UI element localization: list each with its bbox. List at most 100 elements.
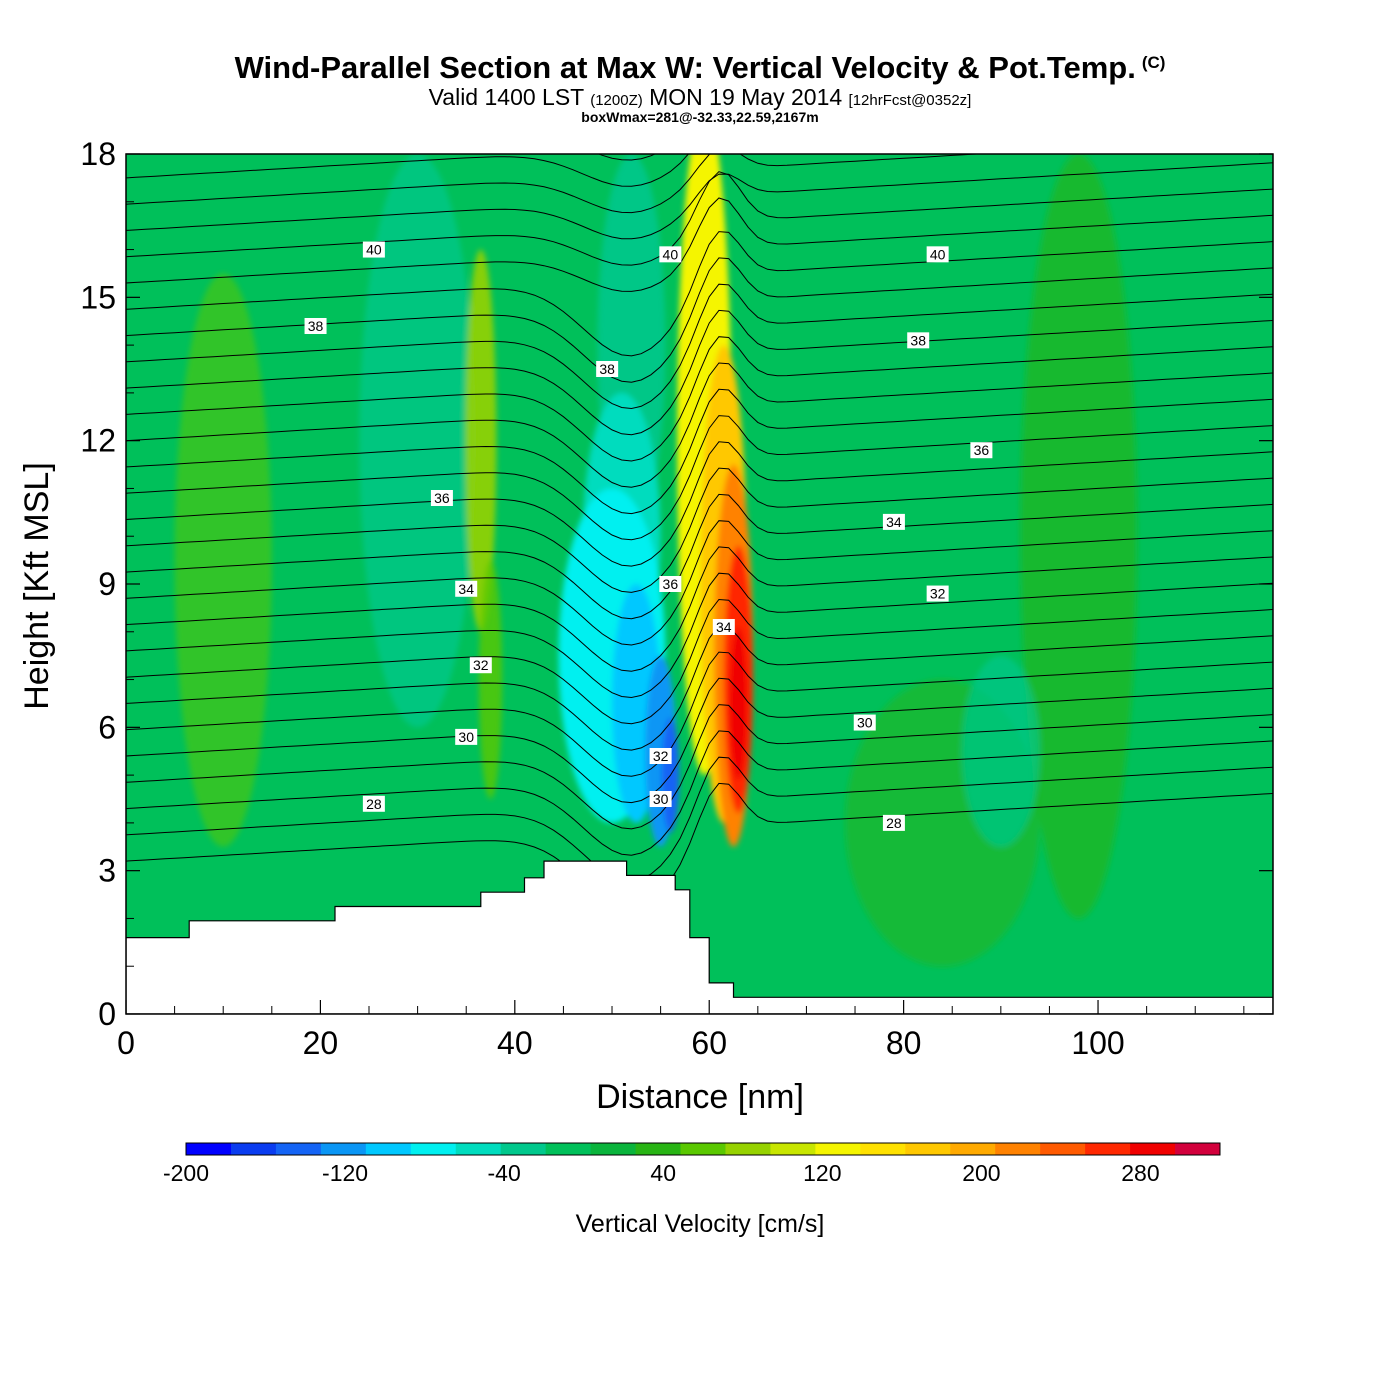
colorbar: -200 -120 -40 40 120 200 280 — [163, 1142, 1221, 1186]
contour-label-13: 32 — [649, 748, 672, 764]
colorbar-swatch — [545, 1143, 592, 1155]
isentrope-line-13 — [126, 441, 1273, 567]
colorbar-swatch — [455, 1143, 502, 1155]
colorbar-swatch — [725, 1143, 771, 1155]
x-tick-label: 100 — [1071, 1025, 1124, 1061]
contour-label-text: 36 — [974, 442, 990, 458]
isentrope-line-5 — [126, 651, 1273, 777]
contour-label-7: 36 — [659, 576, 682, 592]
x-tick-label: 60 — [691, 1025, 727, 1061]
contour-label-text: 30 — [653, 791, 669, 807]
velocity-cell-5 — [465, 249, 497, 632]
contour-label-2: 40 — [926, 246, 949, 262]
colorbar-swatch — [815, 1143, 861, 1155]
chart-title-text: Wind-Parallel Section at Max W: Vertical… — [234, 50, 1136, 85]
contour-label-5: 38 — [907, 332, 930, 349]
valid-date: MON 19 May 2014 — [649, 84, 843, 110]
isentrope-line-4 — [126, 677, 1273, 804]
x-axis-title: Distance [nm] — [596, 1078, 804, 1116]
x-tick-label: 20 — [303, 1025, 339, 1061]
contour-label-text: 30 — [458, 729, 474, 745]
colorbar-label: -40 — [488, 1160, 521, 1186]
colorbar-swatch — [186, 1143, 232, 1155]
contour-label-17: 30 — [853, 714, 876, 731]
y-tick-label: 12 — [80, 423, 116, 459]
copyright-mark: (C) — [1141, 53, 1166, 72]
contour-label-text: 32 — [653, 748, 669, 764]
velocity-cell-17 — [729, 627, 748, 780]
colorbar-swatch — [770, 1143, 816, 1155]
velocity-cell-6 — [478, 560, 503, 799]
contour-label-text: 40 — [366, 242, 382, 258]
colorbar-swatch — [590, 1143, 637, 1155]
isentrope-line-22 — [126, 197, 1273, 292]
isentrope-line-9 — [126, 546, 1273, 672]
y-tick-label: 15 — [80, 279, 116, 315]
chart-title: Wind-Parallel Section at Max W: Vertical… — [0, 50, 1400, 86]
colorbar-swatch — [1130, 1143, 1176, 1155]
contour-label-text: 32 — [473, 657, 489, 673]
colorbar-swatch — [230, 1143, 277, 1155]
isentrope-line-17 — [126, 336, 1273, 462]
colorbar-swatch — [1085, 1143, 1131, 1155]
contour-label-0: 40 — [362, 241, 385, 258]
colorbar-swatch — [410, 1143, 457, 1155]
contour-label-text: 36 — [434, 490, 450, 506]
plot-area: 40 40 40 38 38 38 36 36 36 34 34 34 32 32 32 30 30 30 28 28 — [126, 58, 1273, 1014]
box-wmax-info: boxWmax=281@-32.33,22.59,2167m — [581, 109, 819, 125]
x-tick-label: 0 — [117, 1025, 135, 1061]
isentrope-line-15 — [126, 388, 1273, 515]
isentrope-line-8 — [126, 572, 1273, 699]
contour-label-text: 32 — [930, 586, 946, 602]
contour-label-text: 34 — [458, 581, 474, 597]
colorbar-label: -200 — [163, 1160, 209, 1186]
contour-label-text: 38 — [599, 361, 615, 377]
contour-label-18: 28 — [362, 795, 385, 812]
contour-label-text: 40 — [930, 246, 946, 262]
colorbar-swatch — [365, 1143, 412, 1155]
velocity-cell-3 — [359, 154, 476, 728]
isentrope-line-1 — [126, 756, 1273, 883]
velocity-cell-0 — [174, 273, 272, 847]
contour-label-text: 36 — [663, 576, 679, 592]
colorbar-frame — [185, 1142, 1221, 1156]
isentrope-line-25 — [126, 154, 985, 214]
contour-label-text: 30 — [857, 715, 873, 731]
colorbar-swatch — [1040, 1143, 1086, 1155]
isentrope-line-28 — [126, 58, 1273, 134]
contour-label-text: 38 — [910, 332, 926, 348]
colorbar-title: Vertical Velocity [cm/s] — [576, 1210, 825, 1238]
terrain — [126, 860, 1273, 1014]
isentrope-line-0 — [126, 782, 1273, 909]
contour-label-19: 28 — [882, 814, 905, 831]
contour-label-text: 40 — [663, 246, 679, 262]
colorbar-swatch — [680, 1143, 726, 1155]
colorbar-swatch — [905, 1143, 951, 1155]
contour-label-12: 32 — [469, 657, 492, 674]
colorbar-label: -120 — [322, 1160, 368, 1186]
chart-subtitle: Valid 1400 LST (1200Z) MON 19 May 2014 [… — [0, 84, 1400, 111]
contour-label-text: 28 — [886, 815, 902, 831]
colorbar-swatch — [500, 1143, 547, 1155]
y-tick-label: 0 — [98, 996, 116, 1032]
colorbar-swatch — [860, 1143, 906, 1155]
velocity-cell-4 — [961, 655, 1040, 847]
colorbar-swatch — [1175, 1143, 1221, 1155]
contour-label-4: 38 — [596, 361, 619, 377]
y-tick-label: 6 — [98, 709, 116, 745]
isentrope-line-24 — [126, 162, 1273, 240]
isentrope-line-21 — [126, 231, 1273, 357]
isentrope-line-3 — [126, 704, 1273, 830]
contour-label-9: 34 — [455, 580, 478, 597]
isentrope-line-16 — [126, 362, 1273, 488]
contour-label-8: 36 — [970, 442, 993, 459]
contour-label-text: 28 — [366, 796, 382, 812]
isentrope-line-23 — [126, 171, 1273, 266]
contour-label-11: 34 — [882, 513, 905, 530]
isentrope-line-26 — [126, 154, 690, 187]
contour-label-3: 38 — [304, 318, 327, 334]
valid-time: Valid 1400 LST — [428, 84, 584, 110]
contour-label-10: 34 — [712, 619, 735, 635]
